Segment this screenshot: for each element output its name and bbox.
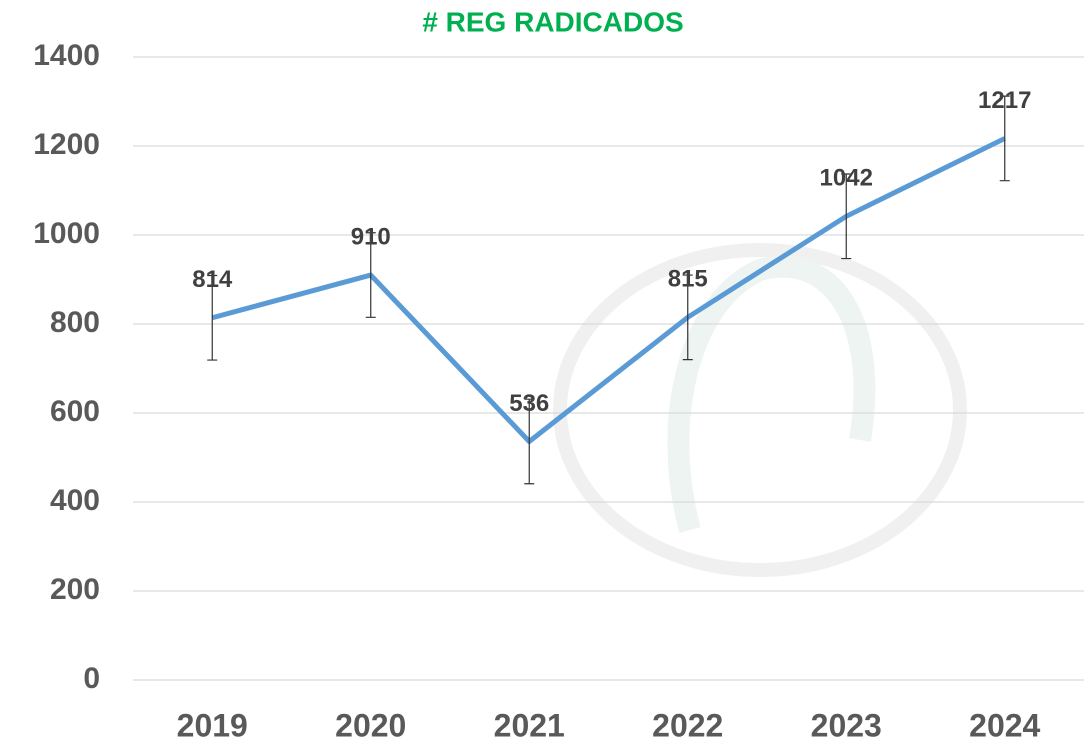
x-tick-label: 2019 <box>177 707 248 743</box>
y-tick-label: 1000 <box>33 217 100 250</box>
y-tick-label: 600 <box>50 395 100 428</box>
y-tick-label: 1400 <box>33 39 100 72</box>
x-tick-label: 2020 <box>335 707 406 743</box>
chart-title: # REG RADICADOS <box>422 6 683 37</box>
watermark <box>560 250 960 570</box>
data-label: 536 <box>509 390 549 417</box>
y-tick-label: 0 <box>83 662 100 695</box>
data-label: 910 <box>351 223 391 250</box>
x-tick-label: 2022 <box>652 707 723 743</box>
x-tick-label: 2023 <box>811 707 882 743</box>
x-tick-label: 2024 <box>969 707 1040 743</box>
y-tick-label: 200 <box>50 573 100 606</box>
data-label: 814 <box>192 266 233 293</box>
y-tick-label: 800 <box>50 306 100 339</box>
y-tick-label: 400 <box>50 484 100 517</box>
data-label: 1217 <box>978 87 1031 114</box>
x-tick-label: 2021 <box>494 707 565 743</box>
page: # REG RADICADOS 0 200 400 600 800 1000 1200 140… <box>0 0 1084 745</box>
data-label: 815 <box>668 266 708 293</box>
y-tick-label: 1200 <box>33 128 100 161</box>
data-label: 1042 <box>820 165 873 192</box>
chart: # REG RADICADOS 0 200 400 600 800 1000 1200 140… <box>0 0 1084 745</box>
